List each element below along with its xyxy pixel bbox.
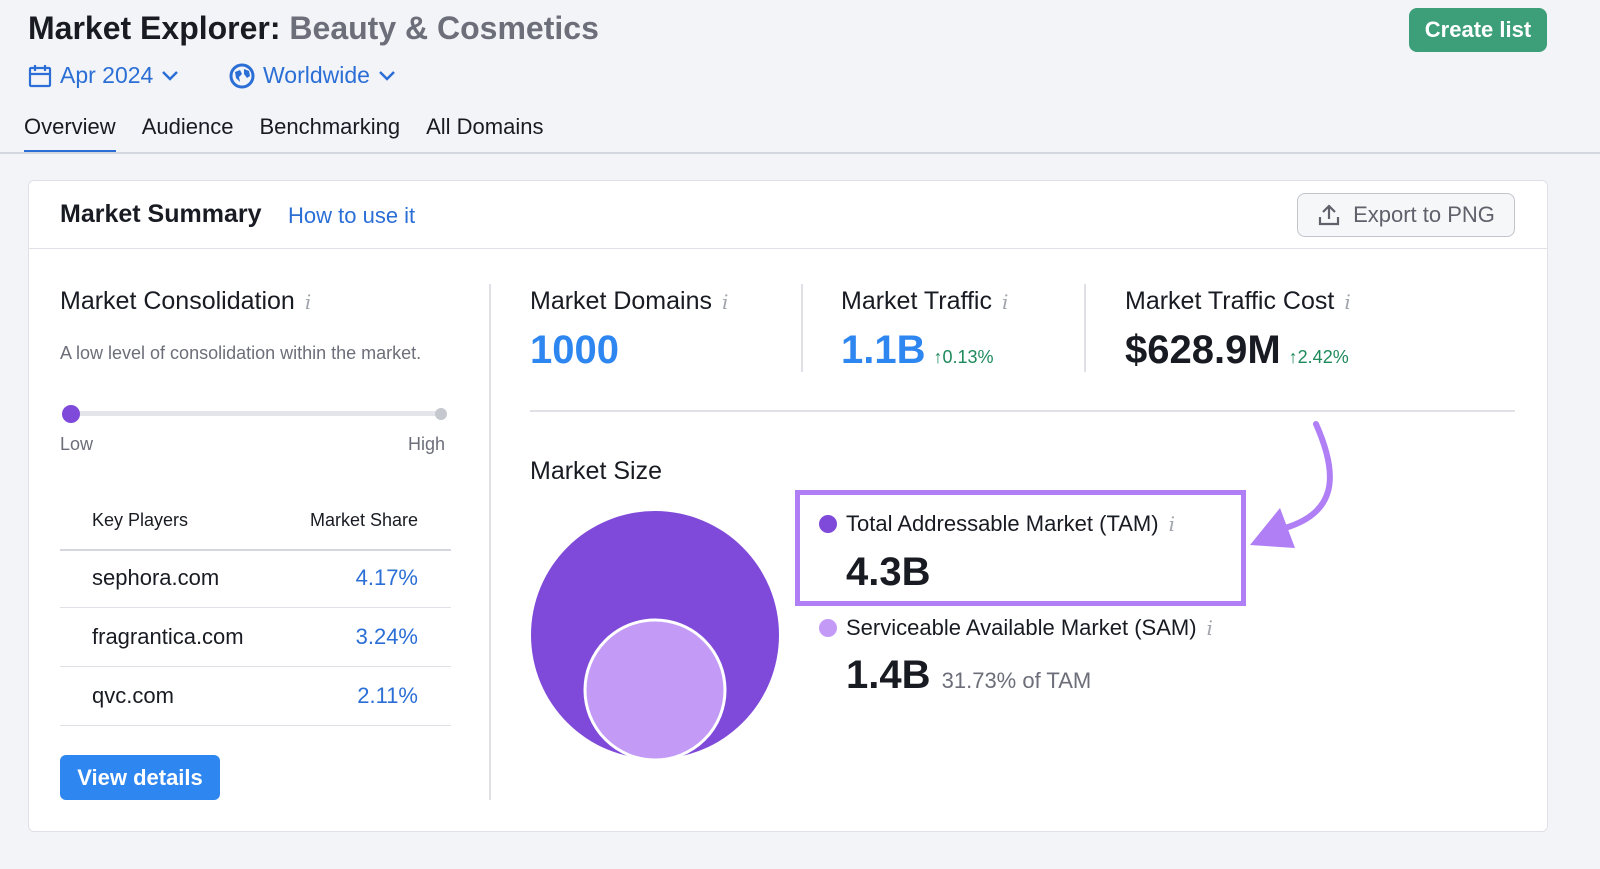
market-traffic-cost-label: Market Traffic Cost i	[1125, 287, 1351, 315]
globe-icon	[229, 63, 255, 88]
market-summary-card	[28, 180, 1548, 832]
upload-icon	[1318, 204, 1340, 226]
table-row: fragrantica.com 3.24%	[60, 607, 451, 667]
info-icon[interactable]: i	[1206, 616, 1213, 640]
market-traffic-value: 1.1B ↑0.13%	[841, 328, 994, 372]
divider	[801, 284, 803, 372]
page-title: Market Explorer: Beauty & Cosmetics	[28, 10, 599, 46]
market-traffic-label: Market Traffic i	[841, 287, 1009, 315]
market-size-circles	[531, 511, 779, 762]
sam-label: Serviceable Available Market (SAM) i	[819, 615, 1213, 641]
tam-value: 4.3B	[846, 550, 931, 594]
tam-highlight-box	[795, 490, 1246, 606]
table-row: sephora.com 4.17%	[60, 548, 451, 608]
low-label: Low	[60, 434, 94, 454]
chevron-down-icon	[379, 70, 395, 81]
consolidation-description: A low level of consolidation within the …	[60, 343, 422, 363]
tam-label: Total Addressable Market (TAM) i	[819, 511, 1175, 537]
chevron-down-icon	[162, 70, 179, 81]
high-label: High	[408, 434, 446, 454]
how-to-use-link[interactable]: How to use it	[288, 203, 416, 228]
tam-legend-dot	[819, 515, 837, 533]
consolidation-slider-track	[66, 411, 444, 416]
annotation-arrow-icon	[1250, 421, 1333, 548]
info-icon[interactable]: i	[1001, 290, 1009, 314]
players-table-header: Key Players Market Share	[60, 491, 451, 551]
view-details-button[interactable]: View details	[60, 755, 220, 800]
export-png-button[interactable]: Export to PNG	[1297, 193, 1515, 237]
tab-audience[interactable]: Audience	[141, 114, 234, 139]
sam-value: 1.4B 31.73% of TAM	[846, 653, 1092, 697]
consolidation-level-marker	[62, 405, 80, 423]
date-dropdown[interactable]: Apr 2024	[28, 62, 179, 89]
info-icon[interactable]: i	[1344, 290, 1351, 314]
slider-end-marker	[435, 408, 447, 420]
info-icon[interactable]: i	[722, 290, 729, 314]
divider	[489, 284, 491, 800]
tab-benchmarking[interactable]: Benchmarking	[259, 114, 401, 139]
traffic-delta: ↑0.13%	[933, 347, 994, 367]
divider	[28, 248, 1548, 249]
cost-delta: ↑2.42%	[1288, 347, 1349, 367]
info-icon[interactable]: i	[1168, 512, 1175, 536]
table-row: qvc.com 2.11%	[60, 666, 451, 726]
sam-legend-dot	[819, 619, 837, 637]
region-dropdown[interactable]: Worldwide	[229, 62, 396, 89]
market-domains-label: Market Domains i	[530, 287, 729, 315]
create-list-button[interactable]: Create list	[1409, 8, 1547, 52]
consolidation-title: Market Consolidation i	[60, 287, 312, 315]
info-icon[interactable]: i	[304, 290, 312, 314]
tab-all-domains[interactable]: All Domains	[426, 114, 544, 139]
market-traffic-cost-value: $628.9M ↑2.42%	[1125, 328, 1349, 372]
divider	[1084, 284, 1086, 372]
sam-circle	[583, 618, 727, 762]
calendar-icon	[28, 64, 52, 87]
card-title: Market Summary	[60, 200, 262, 228]
divider	[0, 152, 1600, 154]
divider	[530, 410, 1515, 412]
market-domains-value[interactable]: 1000	[530, 328, 619, 372]
tab-overview[interactable]: Overview	[24, 114, 116, 154]
market-size-title: Market Size	[530, 457, 662, 485]
tab-bar: Overview Audience Benchmarking All Domai…	[24, 114, 543, 154]
